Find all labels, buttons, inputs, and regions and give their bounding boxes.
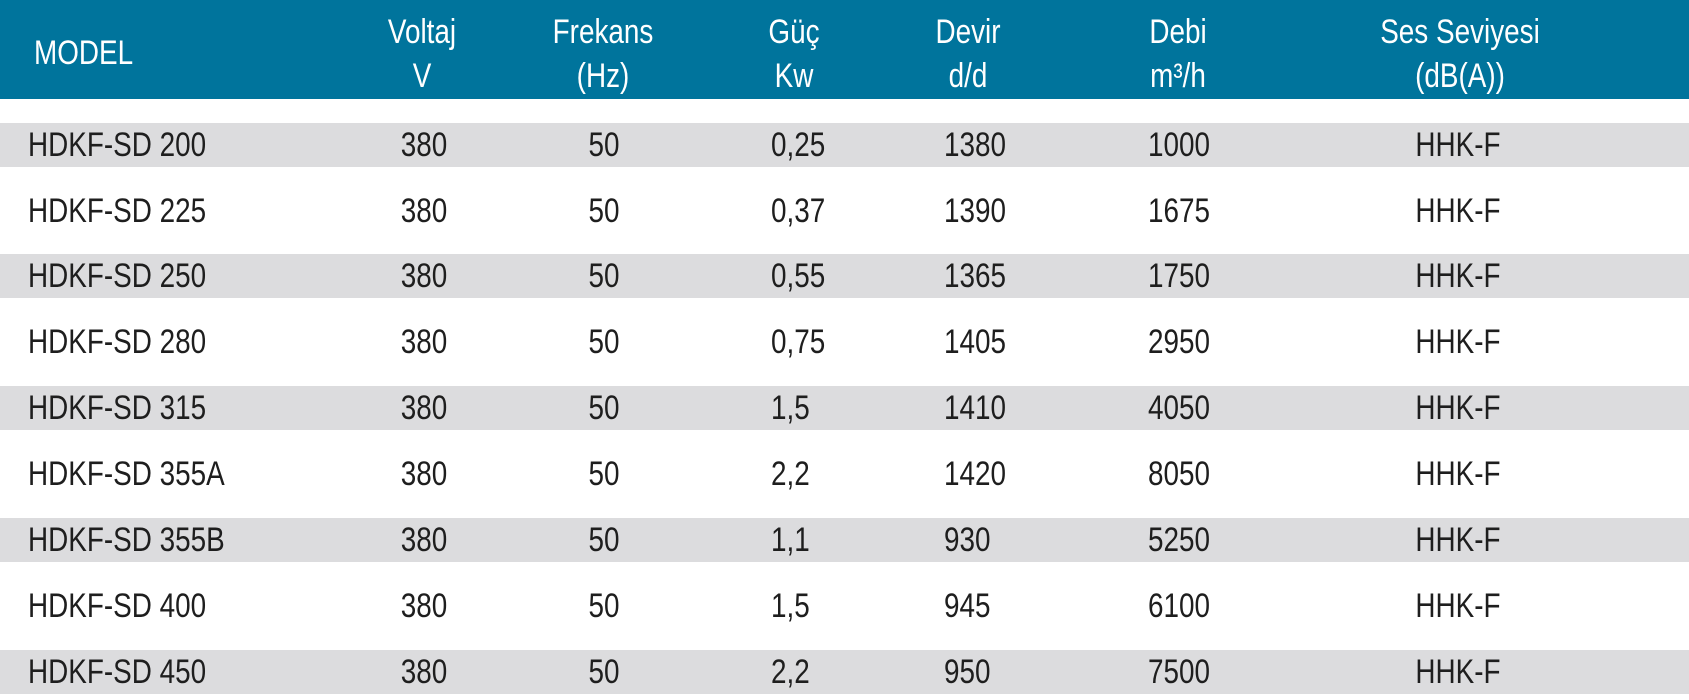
cell-model: HDKF-SD 400 — [28, 587, 207, 625]
header-ses-seviyesi: Ses Seviyesi (dB(A)) — [1362, 10, 1559, 98]
cell-debi: 1675 — [1148, 192, 1211, 230]
header-model-label: MODEL — [34, 34, 134, 72]
table-row: HDKF-SD 225 380 50 0,37 1390 1675 HHK-F — [0, 189, 1689, 233]
header-devir-line1: Devir — [935, 13, 1001, 51]
cell-debi: 2950 — [1148, 323, 1211, 361]
cell-voltaj: 380 — [400, 389, 448, 427]
cell-devir: 1365 — [944, 257, 1007, 295]
header-ses-line2: (dB(A)) — [1415, 57, 1505, 95]
header-ses-line1: Ses Seviyesi — [1380, 13, 1540, 51]
cell-model: HDKF-SD 280 — [28, 323, 207, 361]
header-model: MODEL — [34, 31, 133, 75]
cell-debi: 7500 — [1148, 653, 1211, 691]
cell-guc: 0,75 — [771, 323, 826, 361]
header-guc: Güç Kw — [745, 10, 843, 98]
cell-guc: 0,25 — [771, 126, 826, 164]
cell-model: HDKF-SD 250 — [28, 257, 207, 295]
cell-debi: 4050 — [1148, 389, 1211, 427]
cell-guc: 0,55 — [771, 257, 826, 295]
cell-frekans: 50 — [588, 389, 620, 427]
table-row: HDKF-SD 200 380 50 0,25 1380 1000 HHK-F — [0, 123, 1689, 167]
cell-ses: HHK-F — [1415, 521, 1501, 559]
cell-model: HDKF-SD 355B — [28, 521, 225, 559]
cell-frekans: 50 — [588, 521, 620, 559]
cell-devir: 945 — [944, 587, 991, 625]
table-row: HDKF-SD 355A 380 50 2,2 1420 8050 HHK-F — [0, 452, 1689, 496]
cell-frekans: 50 — [588, 126, 620, 164]
cell-model: HDKF-SD 450 — [28, 653, 207, 691]
cell-voltaj: 380 — [400, 653, 448, 691]
cell-devir: 1420 — [944, 455, 1007, 493]
cell-model: HDKF-SD 355A — [28, 455, 225, 493]
cell-guc: 0,37 — [771, 192, 826, 230]
cell-debi: 1000 — [1148, 126, 1211, 164]
cell-guc: 1,5 — [771, 587, 810, 625]
header-debi: Debi m³/h — [1125, 10, 1232, 98]
cell-debi: 6100 — [1148, 587, 1211, 625]
cell-frekans: 50 — [588, 192, 620, 230]
cell-guc: 1,1 — [771, 521, 810, 559]
cell-devir: 930 — [944, 521, 991, 559]
cell-ses: HHK-F — [1415, 389, 1501, 427]
cell-ses: HHK-F — [1415, 192, 1501, 230]
header-frekans-line2: (Hz) — [576, 57, 630, 95]
header-debi-line1: Debi — [1149, 13, 1207, 51]
cell-guc: 1,5 — [771, 389, 810, 427]
cell-frekans: 50 — [588, 455, 620, 493]
header-voltaj-line2: V — [412, 57, 432, 95]
cell-ses: HHK-F — [1415, 653, 1501, 691]
cell-model: HDKF-SD 315 — [28, 389, 207, 427]
cell-voltaj: 380 — [400, 323, 448, 361]
cell-model: HDKF-SD 200 — [28, 126, 207, 164]
cell-model: HDKF-SD 225 — [28, 192, 207, 230]
header-voltaj: Voltaj V — [373, 10, 471, 98]
table-row: HDKF-SD 315 380 50 1,5 1410 4050 HHK-F — [0, 386, 1689, 430]
cell-frekans: 50 — [588, 257, 620, 295]
cell-debi: 8050 — [1148, 455, 1211, 493]
table-row: HDKF-SD 355B 380 50 1,1 930 5250 HHK-F — [0, 518, 1689, 562]
header-frekans: Frekans (Hz) — [537, 10, 668, 98]
cell-voltaj: 380 — [400, 521, 448, 559]
cell-ses: HHK-F — [1415, 587, 1501, 625]
cell-devir: 1405 — [944, 323, 1007, 361]
cell-voltaj: 380 — [400, 192, 448, 230]
header-debi-line2: m³/h — [1150, 57, 1206, 95]
cell-devir: 1390 — [944, 192, 1007, 230]
cell-ses: HHK-F — [1415, 257, 1501, 295]
cell-frekans: 50 — [588, 587, 620, 625]
table-row: HDKF-SD 450 380 50 2,2 950 7500 HHK-F — [0, 650, 1689, 694]
header-frekans-line1: Frekans — [552, 13, 654, 51]
header-voltaj-line1: Voltaj — [387, 13, 457, 51]
cell-voltaj: 380 — [400, 126, 448, 164]
cell-frekans: 50 — [588, 653, 620, 691]
table-row: HDKF-SD 280 380 50 0,75 1405 2950 HHK-F — [0, 320, 1689, 364]
cell-ses: HHK-F — [1415, 323, 1501, 361]
table-header: MODEL Voltaj V Frekans (Hz) Güç Kw Devir… — [0, 0, 1689, 99]
cell-voltaj: 380 — [400, 587, 448, 625]
cell-voltaj: 380 — [400, 257, 448, 295]
cell-debi: 5250 — [1148, 521, 1211, 559]
cell-devir: 950 — [944, 653, 991, 691]
cell-ses: HHK-F — [1415, 126, 1501, 164]
cell-debi: 1750 — [1148, 257, 1211, 295]
cell-guc: 2,2 — [771, 653, 810, 691]
header-devir: Devir d/d — [915, 10, 1022, 98]
table-row: HDKF-SD 400 380 50 1,5 945 6100 HHK-F — [0, 584, 1689, 628]
table-row: HDKF-SD 250 380 50 0,55 1365 1750 HHK-F — [0, 254, 1689, 298]
header-devir-line2: d/d — [948, 57, 988, 95]
header-guc-line2: Kw — [774, 57, 814, 95]
cell-frekans: 50 — [588, 323, 620, 361]
cell-ses: HHK-F — [1415, 455, 1501, 493]
cell-voltaj: 380 — [400, 455, 448, 493]
cell-guc: 2,2 — [771, 455, 810, 493]
header-guc-line1: Güç — [768, 13, 820, 51]
cell-devir: 1380 — [944, 126, 1007, 164]
cell-devir: 1410 — [944, 389, 1007, 427]
